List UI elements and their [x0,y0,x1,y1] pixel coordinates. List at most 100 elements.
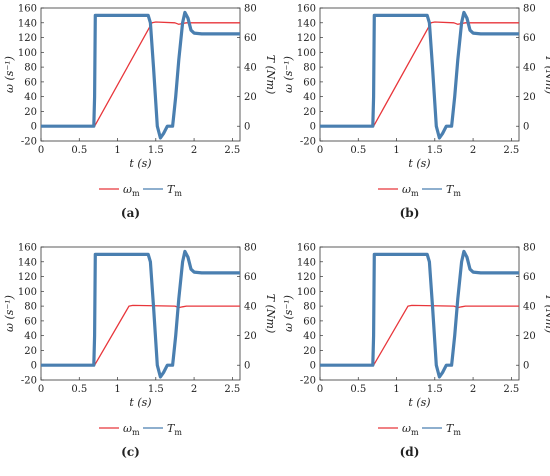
series-line-torque [41,249,240,379]
y-left-tick-label: 60 [303,316,316,327]
legend-label-omega: ωm [402,183,419,198]
y-left-tick-label: 160 [297,4,316,15]
y-left-tick-label: 60 [24,77,37,88]
y-right-tick-label: 80 [523,4,536,15]
y-left-tick-label: 100 [297,48,316,59]
y-left-tick-label: 120 [297,272,316,283]
series-line-omega [41,304,240,366]
series-line-torque [320,10,519,140]
panel-caption: (c) [121,445,140,459]
y-left-tick-label: 20 [24,107,37,118]
x-tick-label: 2.5 [224,145,240,156]
plot-frame [319,7,520,142]
plot-frame [40,246,241,381]
y-right-tick-label: 20 [523,92,536,103]
y-left-tick-label: 80 [303,63,316,74]
y-left-tick-label: 80 [24,63,37,74]
y-right-tick-label: 40 [523,63,536,74]
legend-label-torque: Tm [446,422,461,437]
x-tick-label: 2 [191,384,197,395]
y-right-tick-label: 60 [523,33,536,44]
chart-panel-b: 0 0.5 1 1.5 2 2.5-200204060801001201401600204… [282,4,550,221]
y-left-tick-label: -20 [300,376,316,387]
y-left-tick-label: 140 [18,18,37,29]
y-left-tick-label: 80 [303,302,316,313]
legend-label-omega: ωm [402,422,419,437]
x-tick-label: 1.5 [427,145,443,156]
y-right-tick-label: 0 [523,361,529,372]
x-tick-label: 1.5 [148,145,164,156]
y-left-tick-label: 0 [310,361,316,372]
y-right-tick-label: 0 [244,122,250,133]
x-tick-label: 2.5 [503,384,519,395]
y-right-tick-label: 20 [523,331,536,342]
x-tick-label: 1.5 [427,384,443,395]
x-tick-label: 0 [38,145,44,156]
y-right-tick-label: 20 [244,331,257,342]
x-axis-label: t (s) [129,157,151,170]
x-tick-label: 0 [317,145,323,156]
y-left-tick-label: 40 [303,331,316,342]
y-left-tick-label: 20 [303,107,316,118]
panel-caption: (b) [400,206,420,220]
plot-frame [40,7,241,142]
legend-label-omega: ωm [123,183,140,198]
chart-panel-a: 0 0.5 1 1.5 2 2.5-200204060801001201401600204… [3,4,277,221]
y-left-tick-label: 60 [24,316,37,327]
y-left-tick-label: 0 [31,361,37,372]
y-left-tick-label: -20 [21,137,37,148]
x-tick-label: 0 [38,384,44,395]
y-left-tick-label: -20 [21,376,37,387]
x-axis-label: t (s) [408,157,430,170]
y-left-tick-label: -20 [300,137,316,148]
series-line-omega [320,304,519,366]
x-tick-label: 2.5 [503,145,519,156]
y-left-tick-label: 40 [24,331,37,342]
series-line-omega [320,21,519,127]
y-right-tick-label: 80 [523,243,536,254]
y-left-axis-label: ω (s⁻¹) [282,295,295,332]
x-tick-label: 1 [114,145,120,156]
y-right-axis-label: T (Nm) [264,294,277,333]
x-tick-label: 0.5 [350,384,366,395]
y-right-tick-label: 60 [244,33,257,44]
x-tick-label: 2 [191,145,197,156]
y-right-tick-label: 80 [244,243,257,254]
y-left-tick-label: 40 [24,92,37,103]
x-tick-label: 0.5 [71,384,87,395]
y-right-axis-label: T (Nm) [543,294,550,333]
y-left-tick-label: 80 [24,302,37,313]
y-right-tick-label: 40 [244,63,257,74]
y-left-tick-label: 120 [18,33,37,44]
plot-frame [319,246,520,381]
y-left-axis-label: ω (s⁻¹) [282,56,295,93]
y-right-tick-label: 80 [244,4,257,15]
x-tick-label: 1 [114,384,120,395]
y-left-tick-label: 120 [297,33,316,44]
y-right-tick-label: 0 [244,361,250,372]
chart-panel-c: 0 0.5 1 1.5 2 2.5-200204060801001201401600204… [3,243,277,460]
x-tick-label: 2 [470,384,476,395]
legend-label-torque: Tm [167,183,182,198]
legend: ωm Tm [378,183,461,198]
y-right-tick-label: 60 [523,272,536,283]
y-right-tick-label: 0 [523,122,529,133]
y-right-tick-label: 20 [244,92,257,103]
y-left-tick-label: 140 [297,18,316,29]
x-tick-label: 0.5 [71,145,87,156]
y-left-axis-label: ω (s⁻¹) [3,56,16,93]
y-left-axis-label: ω (s⁻¹) [3,295,16,332]
y-left-tick-label: 160 [18,243,37,254]
y-left-tick-label: 160 [18,4,37,15]
y-left-tick-label: 20 [24,346,37,357]
y-left-tick-label: 0 [310,122,316,133]
x-tick-label: 2 [470,145,476,156]
x-tick-label: 0 [317,384,323,395]
y-right-axis-label: T (Nm) [543,55,550,94]
y-left-tick-label: 120 [18,272,37,283]
y-right-tick-label: 60 [244,272,257,283]
panel-caption: (a) [121,206,140,220]
x-tick-label: 0.5 [350,145,366,156]
x-tick-label: 2.5 [224,384,240,395]
